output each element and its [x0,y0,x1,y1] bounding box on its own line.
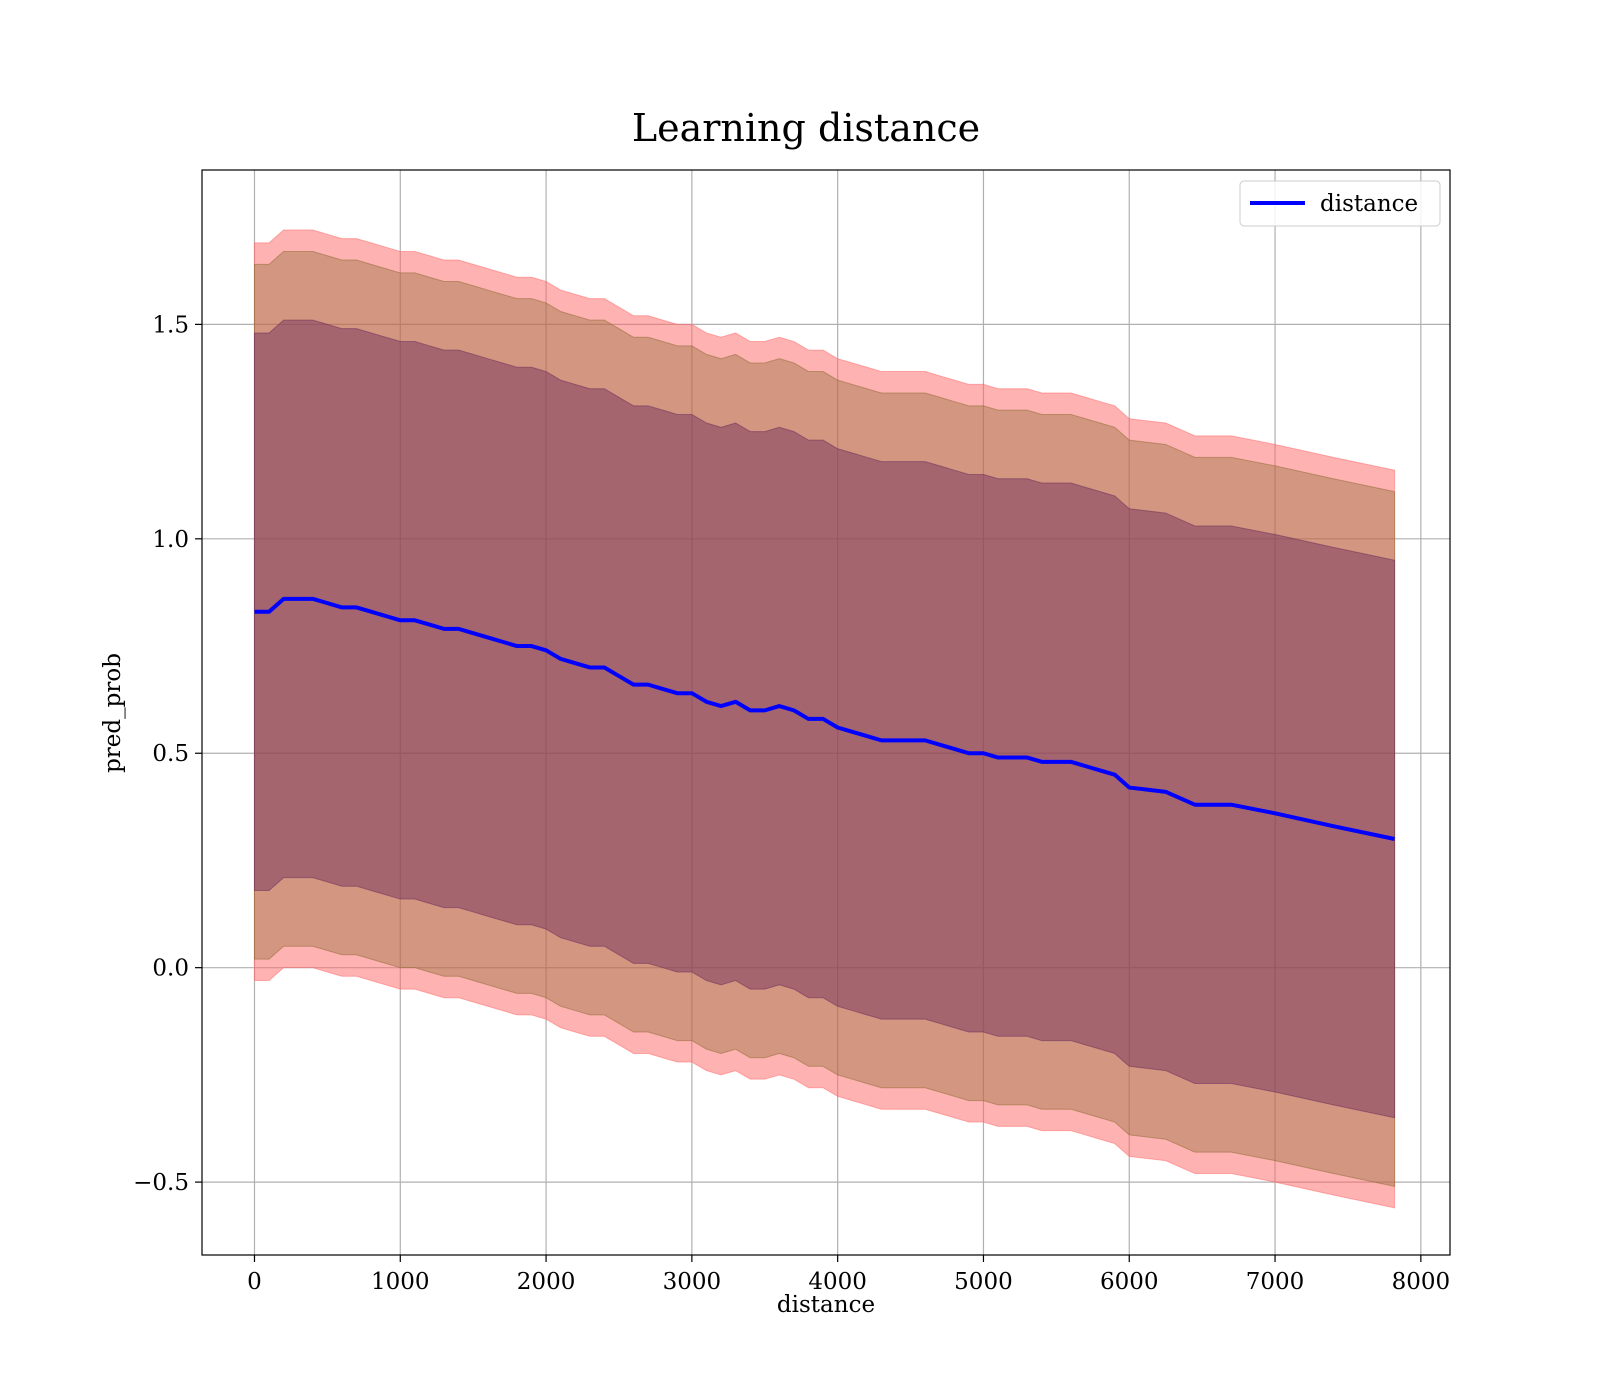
plot-frame [201,169,1451,1256]
legend-entry-distance: distance [1320,191,1418,217]
x-tick-label: 0 [247,1269,262,1295]
series-line-distance [254,596,1396,841]
series-lines [254,596,1396,841]
x-axis-label: distance [777,1292,875,1318]
x-axis-ticks: 0 1000 2000 3000 4000 5000 6000 7000 8000 [247,1255,1450,1295]
y-tick-label: 0.0 [152,956,189,982]
legend: distance [1239,180,1441,227]
legend-box [1239,180,1441,227]
y-tick-label: 0.5 [152,741,189,767]
y-tick-label: 1.5 [152,312,189,338]
x-tick-label: 3000 [663,1269,722,1295]
x-tick-label: 2000 [517,1269,576,1295]
x-tick-label: 4000 [808,1269,867,1295]
y-axis-ticks: −0.5 0.0 0.5 1.0 1.5 [133,312,202,1196]
x-tick-label: 8000 [1392,1269,1451,1295]
x-tick-label: 6000 [1100,1269,1159,1295]
chart-title: Learning distance [632,106,980,150]
x-tick-label: 5000 [954,1269,1013,1295]
x-tick-label: 7000 [1246,1269,1305,1295]
y-tick-label: 1.0 [152,527,189,553]
x-tick-label: 1000 [371,1269,430,1295]
y-axis-label: pred_prob [100,653,126,773]
y-tick-label: −0.5 [133,1170,189,1196]
